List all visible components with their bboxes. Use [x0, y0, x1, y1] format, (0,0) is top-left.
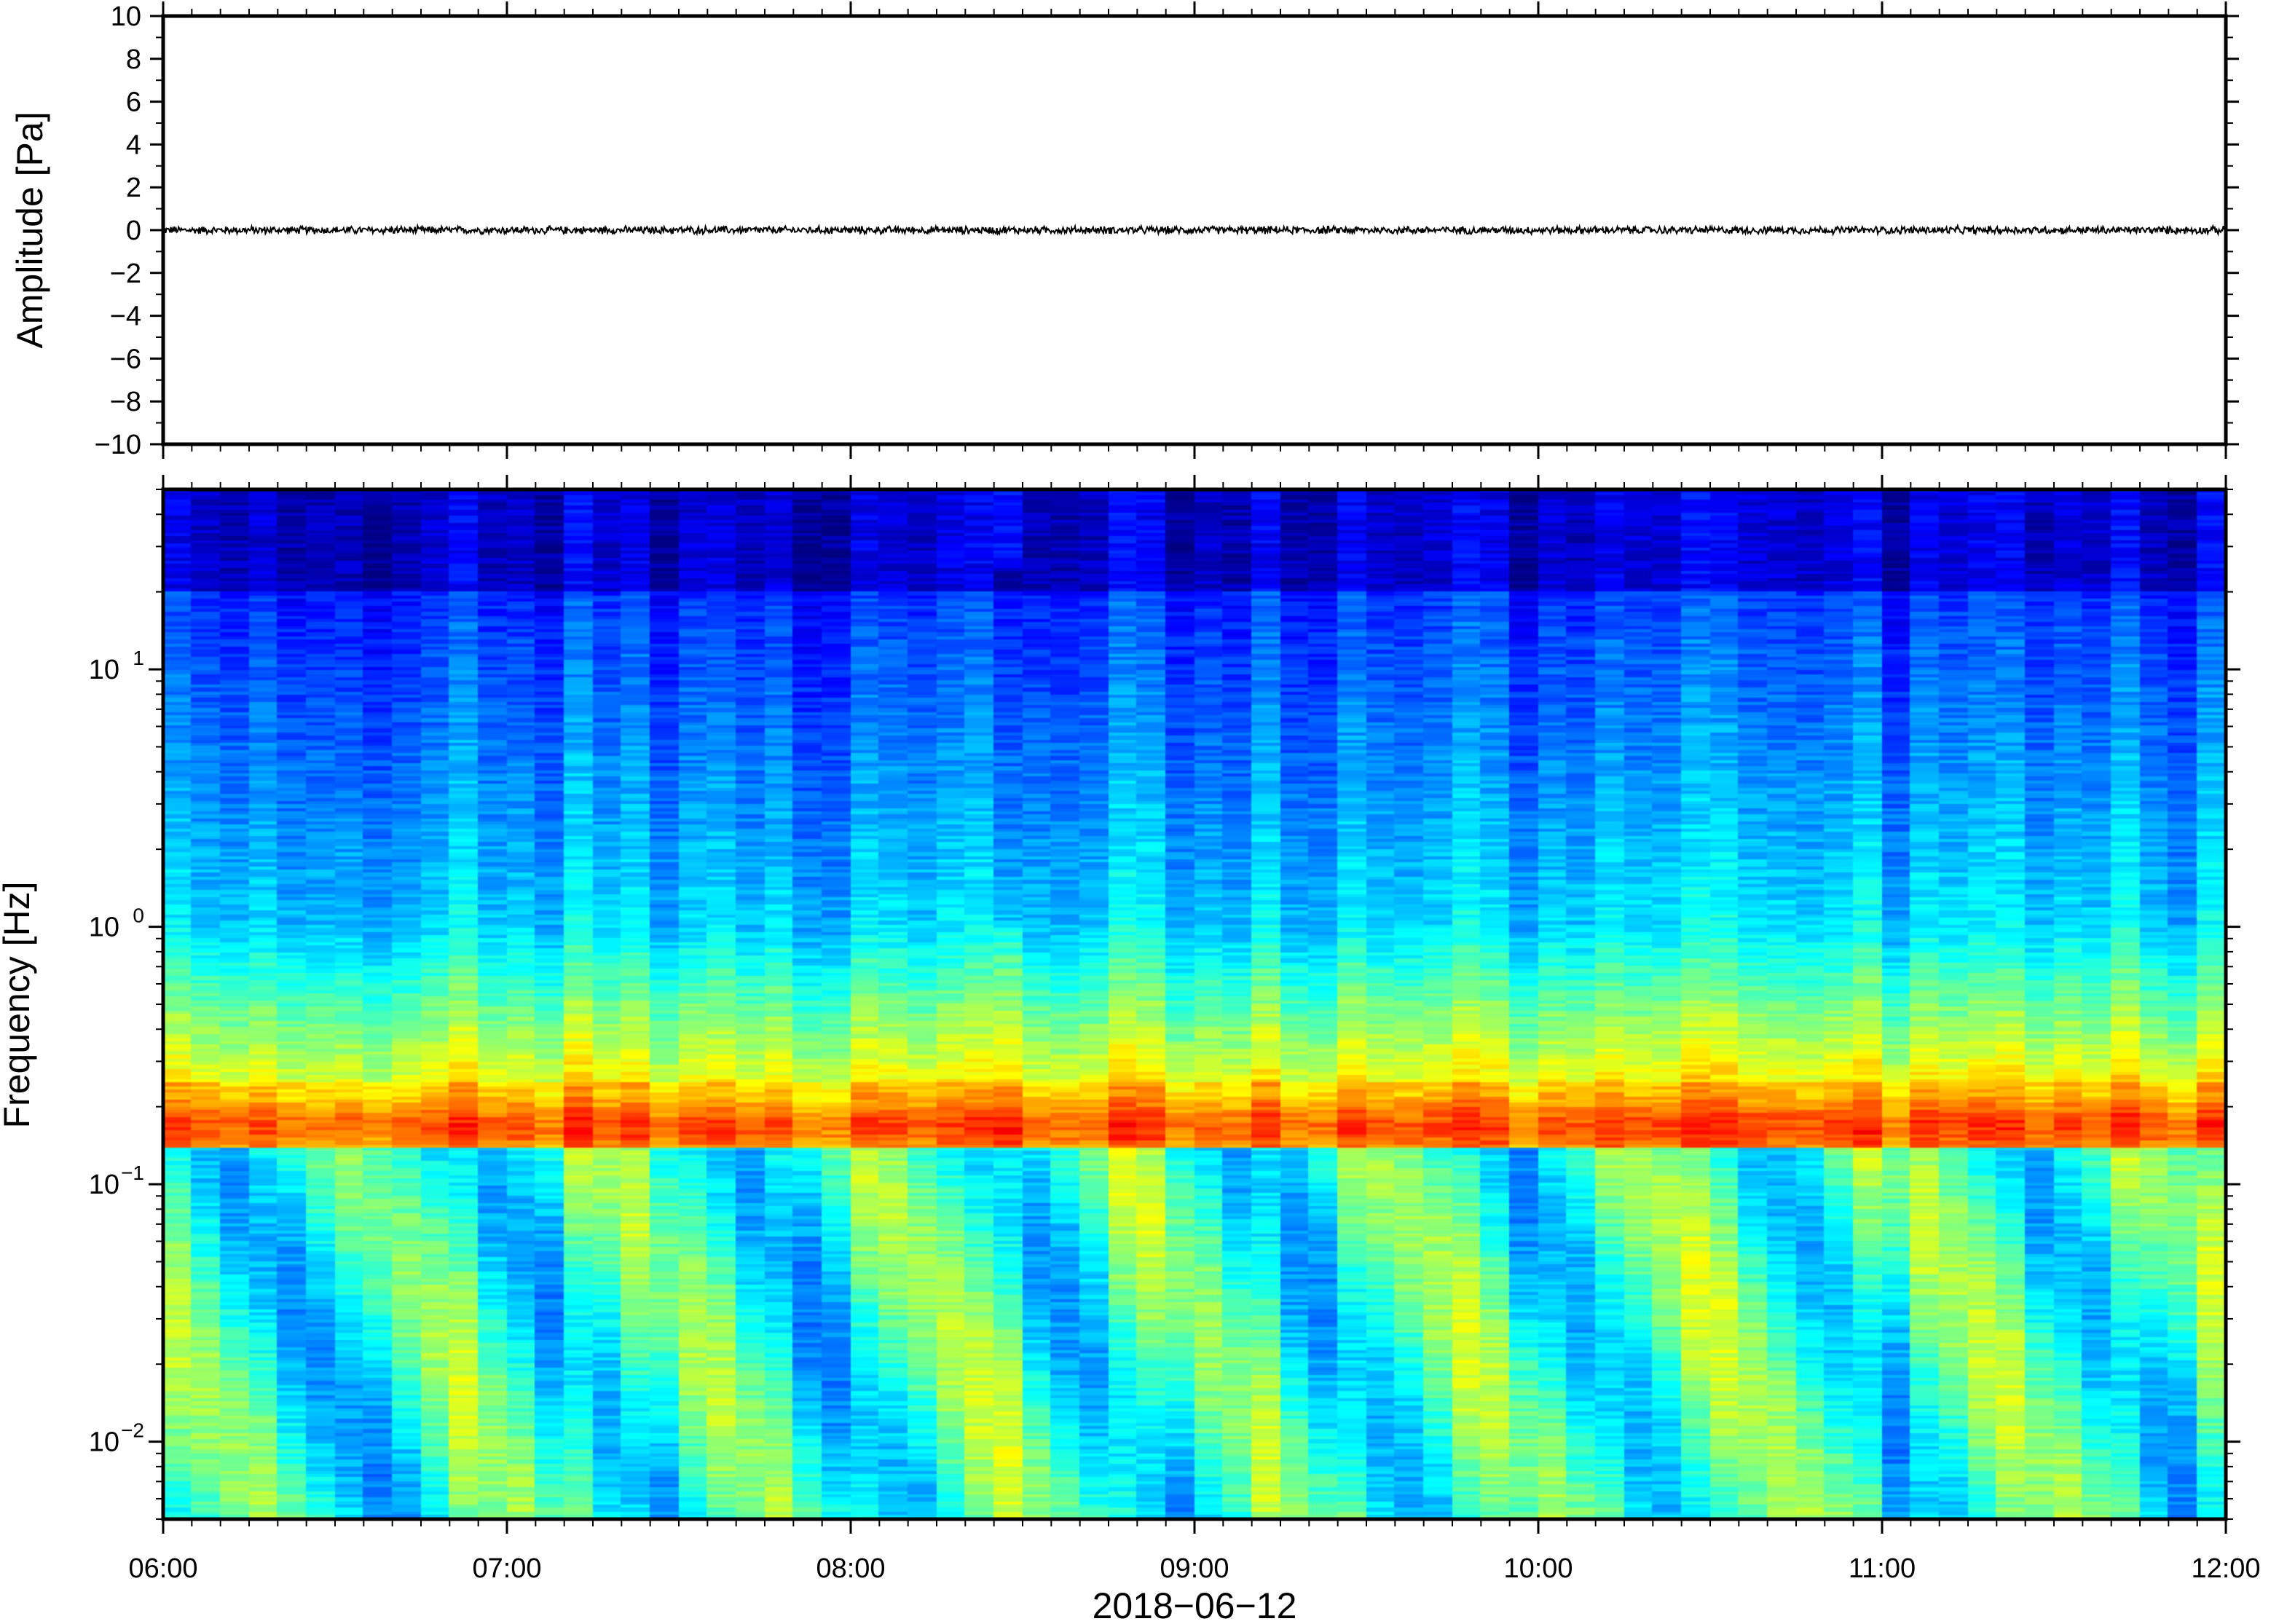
spectrogram-x-tick-label: 10:00 [1503, 1553, 1573, 1584]
waveform-y-tick-label: −6 [110, 344, 141, 374]
waveform-y-axis: 10 8 6 4 2 0 −2 −4 −6 −8 −10 [95, 1, 2239, 460]
waveform-y-tick-label: −2 [110, 259, 141, 289]
spectrogram-y-tick-label: 10 [89, 1170, 119, 1200]
waveform-trace [162, 223, 2227, 237]
spectrogram-y-tick-label: 10 [89, 1427, 119, 1458]
spectrogram-y-tick-exponent: −2 [121, 1419, 144, 1442]
spectrogram-x-tick-label: 08:00 [816, 1553, 885, 1584]
spectrogram-y-tick-exponent: 0 [133, 904, 144, 927]
spectrogram-x-tick-label: 11:00 [1849, 1553, 1916, 1584]
waveform-y-tick-label: −10 [95, 430, 141, 460]
spectrogram-y-tick-exponent: −1 [121, 1162, 144, 1184]
spectrogram-x-tick-label: 09:00 [1160, 1553, 1229, 1584]
spectrogram-y-axis-title: Frequency [Hz] [0, 881, 37, 1128]
waveform-y-tick-label: 10 [111, 1, 141, 32]
spectrogram-x-tick-label: 07:00 [472, 1553, 541, 1584]
spectrogram-x-tick-label: 12:00 [2191, 1553, 2260, 1584]
spectrogram-y-tick-exponent: 1 [133, 647, 144, 669]
waveform-y-tick-label: 6 [126, 87, 141, 118]
spectrogram-y-tick-label: 10 [89, 655, 119, 685]
spectrogram-heatmap [163, 489, 2226, 1519]
spectrogram-y-tick-label: 10 [89, 912, 119, 943]
waveform-y-tick-label: 8 [126, 44, 141, 75]
waveform-panel: 10 8 6 4 2 0 −2 −4 −6 −8 −10 Amplitude [Pa] [9, 1, 2239, 460]
waveform-y-tick-label: 2 [126, 173, 141, 203]
spectrogram-x-tick-label: 06:00 [128, 1553, 197, 1584]
waveform-y-tick-label: 0 [126, 216, 141, 246]
x-axis-title: 2018−06−12 [1093, 1585, 1297, 1624]
waveform-y-tick-label: 4 [126, 130, 141, 160]
waveform-y-tick-label: −8 [110, 387, 141, 417]
waveform-y-axis-title: Amplitude [Pa] [9, 111, 50, 348]
spectrogram-x-axis: 06:00 07:00 08:00 09:00 10:00 11:00 12:00 [128, 475, 2261, 1584]
waveform-y-tick-label: −4 [110, 301, 141, 332]
